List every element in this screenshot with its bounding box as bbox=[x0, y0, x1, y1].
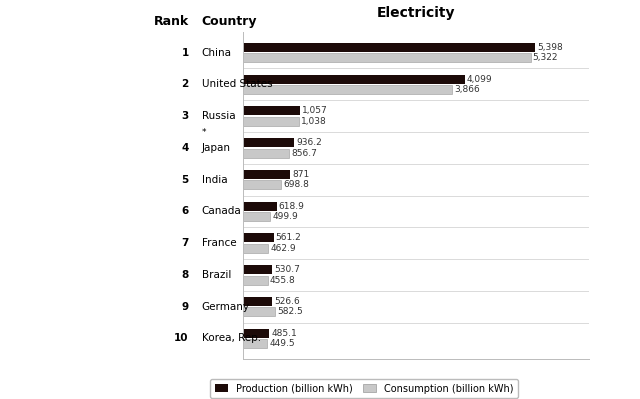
Bar bbox=[243, 265, 272, 274]
Text: Russia: Russia bbox=[202, 111, 236, 121]
Bar bbox=[243, 53, 531, 62]
Bar bbox=[243, 308, 275, 316]
Bar bbox=[243, 138, 294, 147]
Text: Canada: Canada bbox=[202, 206, 241, 216]
Text: 455.8: 455.8 bbox=[270, 276, 296, 284]
Text: 856.7: 856.7 bbox=[292, 148, 317, 158]
Text: 582.5: 582.5 bbox=[277, 307, 303, 316]
Text: Korea, Rep.: Korea, Rep. bbox=[202, 334, 260, 344]
Text: 485.1: 485.1 bbox=[271, 329, 298, 338]
Bar bbox=[243, 149, 289, 158]
Text: 10: 10 bbox=[174, 334, 189, 344]
Text: Brazil: Brazil bbox=[202, 270, 231, 280]
Text: India: India bbox=[202, 175, 227, 185]
Text: 6: 6 bbox=[182, 206, 189, 216]
Bar bbox=[243, 43, 534, 52]
Text: 462.9: 462.9 bbox=[270, 244, 296, 253]
Text: Rank: Rank bbox=[154, 15, 189, 28]
Text: 698.8: 698.8 bbox=[283, 180, 309, 190]
Text: 8: 8 bbox=[182, 270, 189, 280]
Text: 9: 9 bbox=[182, 302, 189, 312]
Text: 2: 2 bbox=[182, 79, 189, 89]
Text: Germany: Germany bbox=[202, 302, 250, 312]
Text: 618.9: 618.9 bbox=[279, 201, 305, 211]
Text: 526.6: 526.6 bbox=[274, 297, 300, 306]
Text: 4: 4 bbox=[181, 143, 189, 153]
Text: 561.2: 561.2 bbox=[276, 233, 301, 243]
Bar bbox=[243, 212, 270, 221]
Text: 1,057: 1,057 bbox=[303, 107, 328, 115]
Text: 7: 7 bbox=[181, 238, 189, 248]
Text: *: * bbox=[202, 128, 206, 137]
Text: 4,099: 4,099 bbox=[467, 75, 492, 84]
Bar bbox=[243, 244, 268, 253]
Bar bbox=[243, 107, 300, 115]
Text: 449.5: 449.5 bbox=[269, 339, 295, 348]
Text: Electricity: Electricity bbox=[377, 6, 455, 20]
Text: 1: 1 bbox=[182, 47, 189, 57]
Text: United States: United States bbox=[202, 79, 272, 89]
Text: 1,038: 1,038 bbox=[301, 117, 327, 126]
Text: France: France bbox=[202, 238, 236, 248]
Bar bbox=[243, 180, 281, 189]
Text: 936.2: 936.2 bbox=[296, 138, 322, 147]
Bar bbox=[243, 276, 268, 284]
Bar bbox=[243, 297, 271, 306]
Bar bbox=[243, 85, 452, 94]
Text: China: China bbox=[202, 47, 232, 57]
Bar bbox=[243, 329, 269, 338]
Bar bbox=[243, 117, 300, 126]
Bar bbox=[243, 339, 268, 348]
Bar bbox=[243, 75, 465, 83]
Text: 3,866: 3,866 bbox=[454, 85, 480, 94]
Text: Country: Country bbox=[202, 15, 257, 28]
Bar bbox=[243, 233, 273, 242]
Text: 3: 3 bbox=[182, 111, 189, 121]
Text: 871: 871 bbox=[292, 170, 310, 179]
Text: Japan: Japan bbox=[202, 143, 230, 153]
Bar bbox=[243, 202, 276, 211]
Text: 499.9: 499.9 bbox=[273, 212, 298, 221]
Text: 530.7: 530.7 bbox=[274, 265, 300, 274]
Legend: Production (billion kWh), Consumption (billion kWh): Production (billion kWh), Consumption (b… bbox=[210, 379, 518, 399]
Text: 5: 5 bbox=[182, 175, 189, 185]
Text: 5,398: 5,398 bbox=[537, 43, 563, 52]
Text: 5,322: 5,322 bbox=[532, 53, 558, 62]
Bar bbox=[243, 170, 290, 179]
